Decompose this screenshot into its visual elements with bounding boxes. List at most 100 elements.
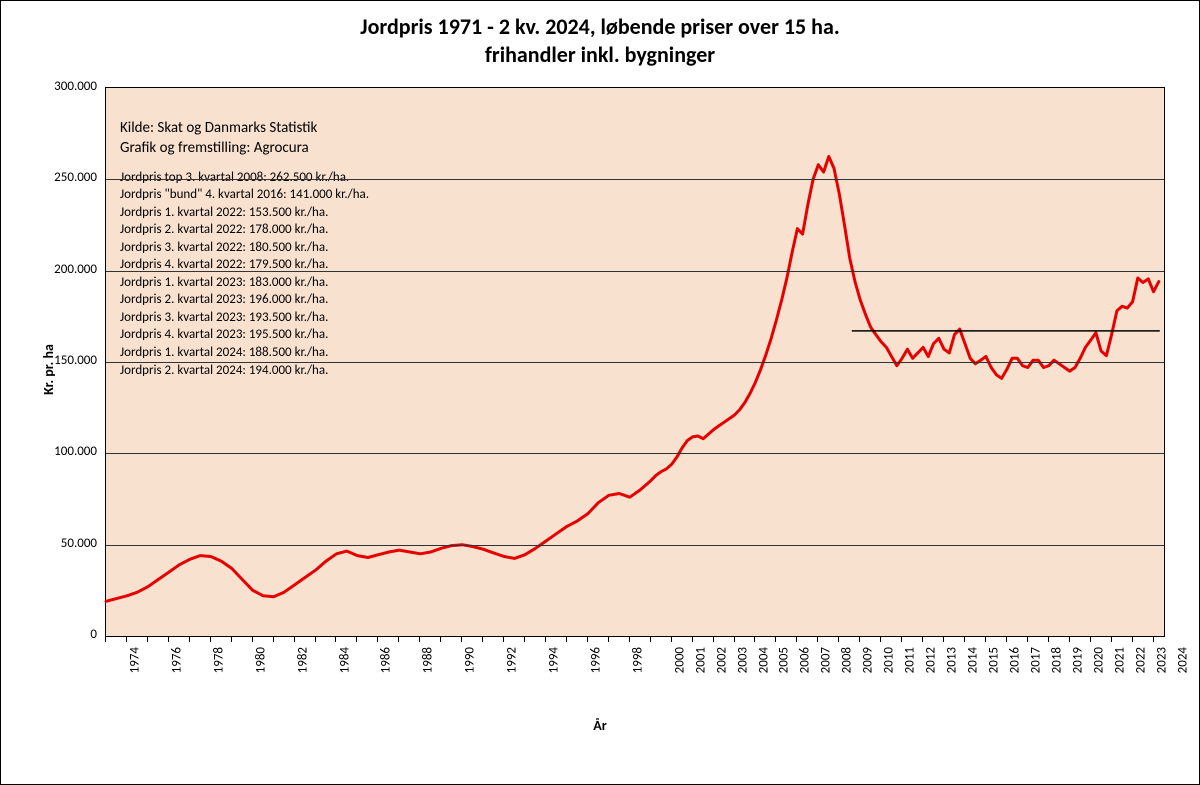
annotation-data: Jordpris top 3. kvartal 2008: 262.500 kr… bbox=[120, 169, 369, 380]
y-axis-label: Kr. pr. ha bbox=[40, 344, 57, 395]
annotation-data-line: Jordpris top 3. kvartal 2008: 262.500 kr… bbox=[120, 169, 369, 187]
grid-line bbox=[106, 179, 1164, 180]
x-tick-label: 2016 bbox=[1007, 647, 1022, 673]
annotation-data-line: Jordpris 3. kvartal 2023: 193.500 kr./ha… bbox=[120, 309, 369, 327]
annotation-data-line: Jordpris 1. kvartal 2023: 183.000 kr./ha… bbox=[120, 274, 369, 292]
x-tick-mark bbox=[650, 636, 651, 642]
x-tick-label: 2023 bbox=[1154, 647, 1169, 673]
y-tick-label: 50.000 bbox=[37, 536, 97, 551]
x-tick-mark bbox=[775, 636, 776, 642]
x-tick-mark bbox=[440, 636, 441, 642]
x-tick-mark bbox=[629, 636, 630, 642]
x-tick-mark bbox=[671, 636, 672, 642]
x-tick-label: 1978 bbox=[211, 647, 226, 673]
x-tick-mark bbox=[189, 636, 190, 642]
x-tick-mark bbox=[524, 636, 525, 642]
x-tick-mark bbox=[545, 636, 546, 642]
x-tick-mark bbox=[419, 636, 420, 642]
x-tick-label: 2000 bbox=[672, 647, 687, 673]
annotation-data-line: Jordpris 4. kvartal 2023: 195.500 kr./ha… bbox=[120, 326, 369, 344]
x-tick-label: 2013 bbox=[944, 647, 959, 673]
annotation-data-line: Jordpris 2. kvartal 2022: 178.000 kr./ha… bbox=[120, 221, 369, 239]
x-tick-mark bbox=[1111, 636, 1112, 642]
y-tick-label: 250.000 bbox=[37, 170, 97, 185]
y-tick-label: 0 bbox=[37, 627, 97, 642]
x-tick-label: 1988 bbox=[421, 647, 436, 673]
x-tick-label: 2001 bbox=[693, 647, 708, 673]
x-tick-mark bbox=[734, 636, 735, 642]
x-tick-mark bbox=[1090, 636, 1091, 642]
x-tick-mark bbox=[105, 636, 106, 642]
x-tick-label: 2024 bbox=[1175, 647, 1190, 673]
x-tick-mark bbox=[315, 636, 316, 642]
x-tick-label: 2018 bbox=[1049, 647, 1064, 673]
x-tick-label: 2007 bbox=[819, 647, 834, 673]
annotation-source-line: Kilde: Skat og Danmarks Statistik bbox=[120, 118, 369, 138]
x-tick-mark bbox=[482, 636, 483, 642]
x-tick-label: 2022 bbox=[1133, 647, 1148, 673]
x-tick-label: 2008 bbox=[840, 647, 855, 673]
x-tick-mark bbox=[1048, 636, 1049, 642]
y-tick-label: 300.000 bbox=[37, 79, 97, 94]
x-tick-mark bbox=[1006, 636, 1007, 642]
x-tick-label: 1986 bbox=[379, 647, 394, 673]
x-tick-label: 1994 bbox=[546, 647, 561, 673]
x-tick-mark bbox=[943, 636, 944, 642]
x-tick-mark bbox=[587, 636, 588, 642]
grid-line bbox=[106, 271, 1164, 272]
x-tick-label: 2010 bbox=[882, 647, 897, 673]
grid-line bbox=[106, 545, 1164, 546]
x-tick-mark bbox=[356, 636, 357, 642]
annotation-data-line: Jordpris 2. kvartal 2023: 196.000 kr./ha… bbox=[120, 291, 369, 309]
x-tick-mark bbox=[817, 636, 818, 642]
x-tick-mark bbox=[1069, 636, 1070, 642]
y-tick-label: 200.000 bbox=[37, 262, 97, 277]
x-tick-label: 2014 bbox=[965, 647, 980, 673]
x-tick-mark bbox=[754, 636, 755, 642]
x-tick-mark bbox=[273, 636, 274, 642]
x-tick-mark bbox=[168, 636, 169, 642]
x-tick-label: 2017 bbox=[1028, 647, 1043, 673]
annotation-data-line: Jordpris "bund" 4. kvartal 2016: 141.000… bbox=[120, 186, 369, 204]
x-tick-label: 2011 bbox=[903, 647, 918, 673]
x-tick-label: 1976 bbox=[169, 647, 184, 673]
x-tick-label: 2012 bbox=[923, 647, 938, 673]
chart-title: Jordpris 1971 - 2 kv. 2024, løbende pris… bbox=[1, 13, 1199, 68]
x-tick-label: 2021 bbox=[1112, 647, 1127, 673]
x-tick-mark bbox=[294, 636, 295, 642]
x-tick-mark bbox=[796, 636, 797, 642]
x-tick-label: 2004 bbox=[756, 647, 771, 673]
x-tick-label: 1974 bbox=[127, 647, 142, 673]
annotation-data-line: Jordpris 1. kvartal 2024: 188.500 kr./ha… bbox=[120, 344, 369, 362]
annotation-data-line: Jordpris 3. kvartal 2022: 180.500 kr./ha… bbox=[120, 239, 369, 257]
chart-container: Jordpris 1971 - 2 kv. 2024, løbende pris… bbox=[0, 0, 1200, 785]
x-tick-label: 1980 bbox=[253, 647, 268, 673]
chart-title-line1: Jordpris 1971 - 2 kv. 2024, løbende pris… bbox=[1, 13, 1199, 41]
x-tick-label: 1998 bbox=[630, 647, 645, 673]
x-tick-mark bbox=[985, 636, 986, 642]
annotation-box: Kilde: Skat og Danmarks StatistikGrafik … bbox=[120, 118, 369, 379]
x-tick-label: 2006 bbox=[798, 647, 813, 673]
x-tick-label: 2019 bbox=[1070, 647, 1085, 673]
y-tick-label: 150.000 bbox=[37, 353, 97, 368]
x-tick-mark bbox=[335, 636, 336, 642]
x-tick-mark bbox=[461, 636, 462, 642]
plot-area: Kilde: Skat og Danmarks StatistikGrafik … bbox=[105, 87, 1165, 637]
x-tick-mark bbox=[377, 636, 378, 642]
chart-title-line2: frihandler inkl. bygninger bbox=[1, 41, 1199, 69]
x-tick-label: 1984 bbox=[337, 647, 352, 673]
x-tick-mark bbox=[692, 636, 693, 642]
x-tick-mark bbox=[210, 636, 211, 642]
x-tick-mark bbox=[1153, 636, 1154, 642]
x-tick-mark bbox=[838, 636, 839, 642]
grid-line bbox=[106, 362, 1164, 363]
y-tick-label: 100.000 bbox=[37, 444, 97, 459]
grid-line bbox=[106, 453, 1164, 454]
x-tick-label: 1992 bbox=[504, 647, 519, 673]
x-tick-mark bbox=[713, 636, 714, 642]
annotation-source-line: Grafik og fremstilling: Agrocura bbox=[120, 138, 369, 158]
x-tick-mark bbox=[964, 636, 965, 642]
x-tick-mark bbox=[398, 636, 399, 642]
annotation-source: Kilde: Skat og Danmarks StatistikGrafik … bbox=[120, 118, 369, 159]
annotation-data-line: Jordpris 2. kvartal 2024: 194.000 kr./ha… bbox=[120, 362, 369, 380]
